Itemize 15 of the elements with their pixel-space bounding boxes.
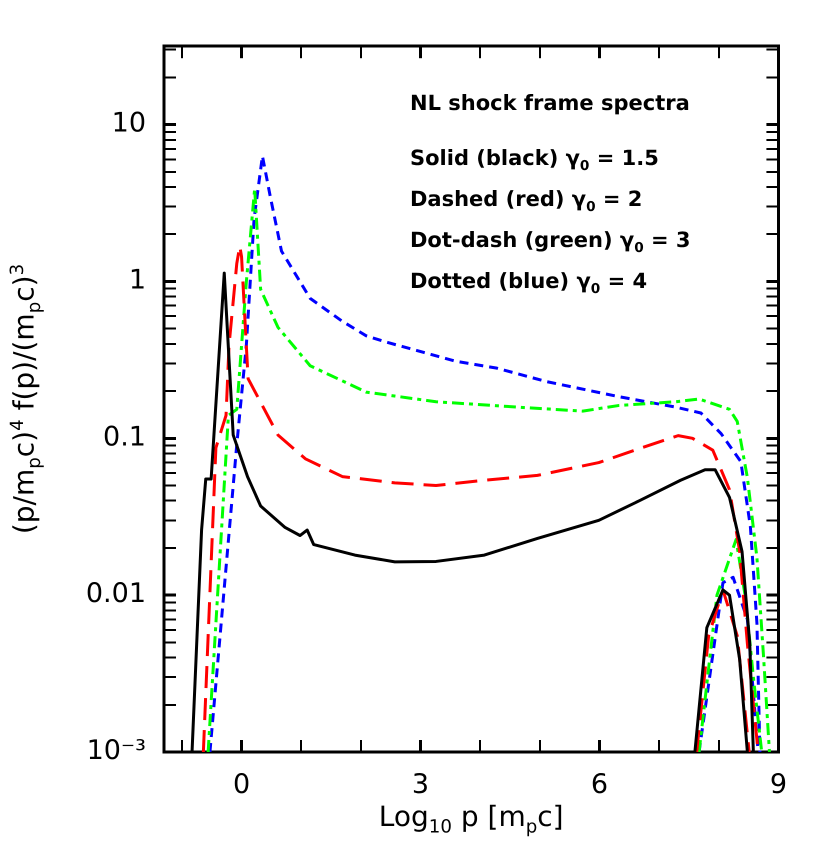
annotation: Dot-dash (green) γ$_{0}$ = 3	[410, 228, 691, 256]
x-tick-label: 9	[770, 769, 788, 800]
y-tick-label: 0.01	[86, 578, 146, 610]
annotation: Solid (black) γ$_{0}$ = 1.5	[410, 146, 659, 174]
x-tick-label: 6	[590, 769, 608, 800]
x-tick-label: 3	[412, 769, 430, 800]
y-tick-label: 10	[112, 108, 146, 139]
annotation: Dashed (red) γ$_{0}$ = 2	[410, 187, 642, 216]
x-axis-title: Log$_{10}$ p [m$_{p}$c]	[378, 800, 564, 838]
annotation: Dotted (blue) γ$_{0}$ = 4	[410, 269, 648, 298]
y-tick-label: 1	[128, 264, 146, 296]
y-tick-label: 0.1	[103, 421, 146, 452]
x-tick-label: 0	[232, 769, 250, 800]
annotation: NL shock frame spectra	[410, 91, 690, 116]
y-tick-label: 10⁻³	[86, 735, 146, 766]
